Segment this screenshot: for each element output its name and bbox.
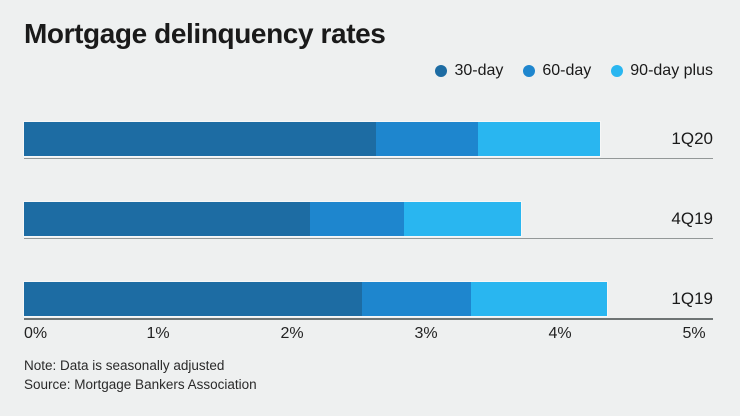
bar-segment-60-day [376,122,478,156]
chart-title: Mortgage delinquency rates [24,18,386,49]
bar-segment-30-day [24,202,311,236]
category-label-1q19: 1Q19 [671,289,713,308]
x-tick-1pct: 1% [146,325,170,342]
note-text: Note: Data is seasonally adjusted [24,358,225,373]
category-label-4q19: 4Q19 [671,209,713,228]
bar-4q19 [22,201,523,237]
source-text: Source: Mortgage Bankers Association [24,377,257,392]
bar-segment-90-day-plus [403,202,522,236]
bar-segment-60-day [310,202,404,236]
bar-segment-60-day [361,282,472,316]
x-tick-4pct: 4% [548,325,572,342]
row-baseline [24,238,713,239]
legend-label: 30-day [454,62,504,79]
category-label-1q20: 1Q20 [671,129,713,148]
bar-1q19 [23,281,608,317]
legend-dot-icon [435,65,448,77]
legend-dot-icon [611,65,624,77]
footnotes: Note: Data is seasonally adjusted Source… [24,356,257,394]
row-baseline [24,158,713,159]
bar-segment-90-day-plus [477,122,601,156]
x-tick-0pct: 0% [24,325,48,342]
legend-label: 90-day plus [630,62,713,79]
bar-segment-30-day [24,282,362,316]
bar-segment-30-day [24,122,377,156]
legend-dot-icon [523,65,536,77]
legend: 30-day 60-day 90-day plus [435,62,713,80]
bar-segment-90-day-plus [471,282,607,316]
x-tick-2pct: 2% [280,325,304,342]
legend-label: 60-day [542,62,592,79]
bar-1q20 [22,121,602,157]
legend-item-60-day: 60-day [523,62,591,80]
x-axis-line [24,318,713,320]
x-tick-5pct: 5% [682,325,706,342]
legend-item-90-day-plus: 90-day plus [611,62,713,80]
x-tick-3pct: 3% [414,325,438,342]
legend-item-30-day: 30-day [435,62,503,80]
